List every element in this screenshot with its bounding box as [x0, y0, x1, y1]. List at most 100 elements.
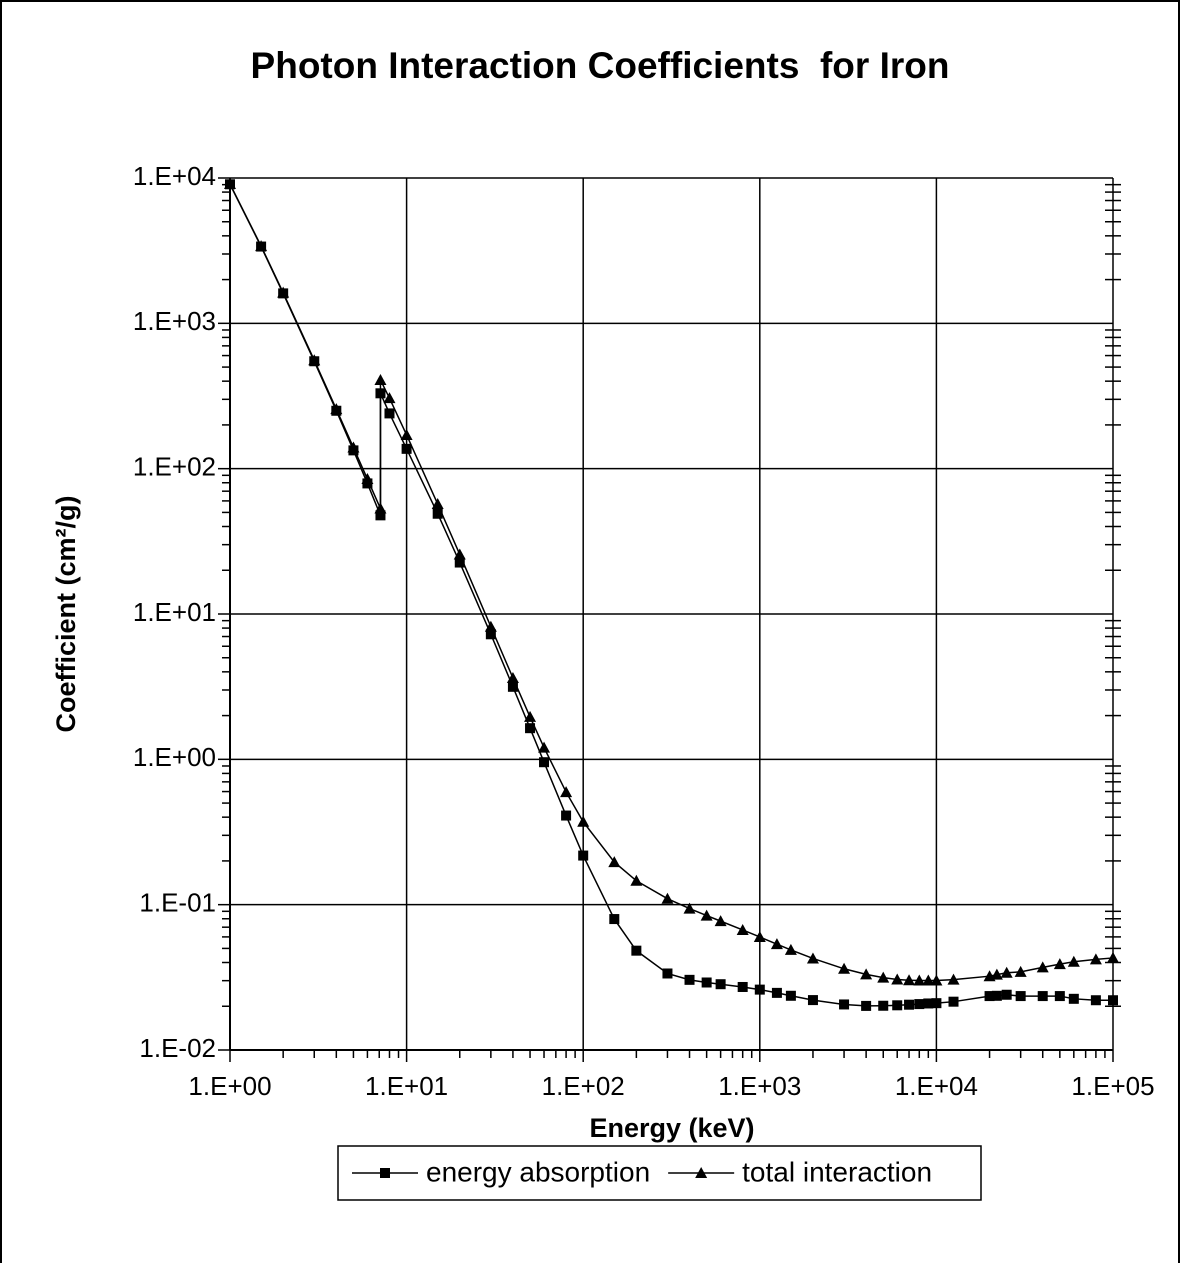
marker	[839, 999, 850, 1010]
marker	[539, 757, 550, 768]
marker	[991, 990, 1002, 1001]
marker	[701, 977, 712, 988]
marker	[913, 974, 926, 986]
marker	[538, 741, 551, 753]
marker	[577, 815, 590, 827]
marker	[525, 723, 536, 734]
marker	[770, 938, 783, 950]
marker	[1000, 966, 1013, 978]
marker	[1053, 958, 1066, 970]
marker	[431, 498, 444, 510]
marker	[374, 373, 387, 385]
marker	[484, 620, 497, 632]
marker	[384, 408, 395, 419]
series-line	[229, 183, 1113, 1007]
marker	[754, 984, 765, 995]
marker	[715, 979, 726, 990]
series-line	[229, 183, 1114, 982]
marker	[609, 914, 620, 925]
y-tick-label: 1.E+02	[133, 452, 216, 482]
x-tick-label: 1.E+04	[895, 1071, 978, 1101]
marker	[1108, 995, 1118, 1006]
marker	[578, 850, 589, 861]
marker	[255, 240, 268, 252]
marker	[277, 286, 290, 298]
marker	[374, 502, 387, 514]
x-axis-title: Energy (keV)	[589, 1113, 754, 1143]
marker	[990, 968, 1003, 980]
marker	[361, 473, 374, 485]
marker	[891, 973, 904, 985]
marker	[892, 1000, 903, 1011]
y-tick-label: 1.E-01	[139, 888, 216, 918]
marker	[984, 991, 995, 1002]
marker	[401, 443, 412, 454]
x-tick-label: 1.E+03	[718, 1071, 801, 1101]
x-tick-label: 1.E+00	[188, 1071, 271, 1101]
marker	[1037, 991, 1048, 1002]
marker	[347, 441, 360, 453]
marker	[737, 981, 748, 992]
marker	[684, 974, 695, 985]
marker	[1036, 961, 1049, 973]
marker	[224, 178, 236, 190]
y-axis-title: Coefficient (cm²/g)	[51, 495, 81, 732]
marker	[1001, 989, 1012, 1000]
marker	[560, 786, 573, 798]
marker	[524, 710, 537, 722]
marker	[877, 971, 890, 983]
marker	[400, 428, 413, 440]
legend-box	[337, 1145, 982, 1201]
marker	[806, 952, 819, 964]
marker	[1015, 991, 1026, 1002]
marker	[683, 902, 696, 914]
marker	[771, 987, 782, 998]
y-tick-label: 1.E+04	[133, 161, 216, 191]
marker	[695, 1167, 708, 1178]
chart-title: Photon Interaction Coefficients for Iron	[251, 45, 950, 86]
marker	[1089, 953, 1102, 965]
x-tick-label: 1.E+05	[1071, 1071, 1154, 1101]
marker	[308, 354, 321, 366]
marker	[330, 403, 343, 415]
marker	[860, 968, 873, 980]
marker	[1014, 965, 1027, 977]
marker	[1068, 993, 1079, 1004]
y-tick-label: 1.E+03	[133, 306, 216, 336]
marker	[662, 968, 673, 979]
marker	[375, 510, 386, 521]
marker	[807, 995, 818, 1006]
marker	[507, 681, 518, 692]
marker	[380, 1168, 390, 1178]
x-tick-label: 1.E+01	[365, 1071, 448, 1101]
marker	[432, 508, 443, 519]
marker	[923, 998, 934, 1009]
legend-label: energy absorption	[426, 1156, 650, 1187]
marker	[1054, 991, 1065, 1002]
marker	[506, 671, 519, 683]
marker	[914, 999, 925, 1010]
marker	[878, 1000, 889, 1011]
marker	[784, 943, 797, 955]
marker	[608, 856, 621, 868]
marker	[904, 999, 915, 1010]
y-tick-label: 1.E-02	[139, 1033, 216, 1063]
x-tick-label: 1.E+02	[542, 1071, 625, 1101]
marker	[922, 974, 935, 986]
marker	[454, 557, 465, 568]
marker	[948, 996, 959, 1007]
marker	[1067, 955, 1080, 967]
marker	[838, 962, 851, 974]
marker	[930, 974, 943, 986]
marker	[861, 1000, 872, 1011]
marker	[630, 874, 643, 886]
marker	[947, 973, 960, 985]
marker	[631, 945, 642, 956]
marker	[1090, 995, 1101, 1006]
marker	[736, 923, 749, 935]
marker	[485, 629, 496, 640]
marker	[561, 810, 572, 821]
marker	[714, 915, 727, 927]
